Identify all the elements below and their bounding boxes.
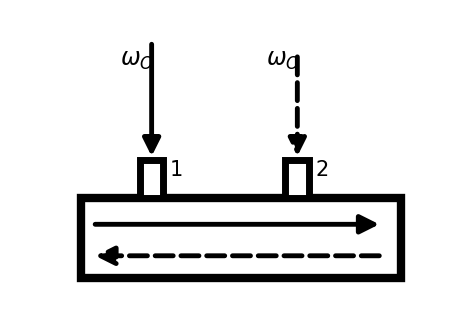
Text: 1: 1 (170, 160, 183, 180)
Text: 2: 2 (315, 160, 329, 180)
Text: $\omega_O$: $\omega_O$ (266, 49, 300, 72)
Bar (285, 160, 309, 198)
Text: $\omega_O$: $\omega_O$ (120, 49, 154, 72)
Bar (140, 160, 164, 198)
Bar (81, 198, 401, 279)
